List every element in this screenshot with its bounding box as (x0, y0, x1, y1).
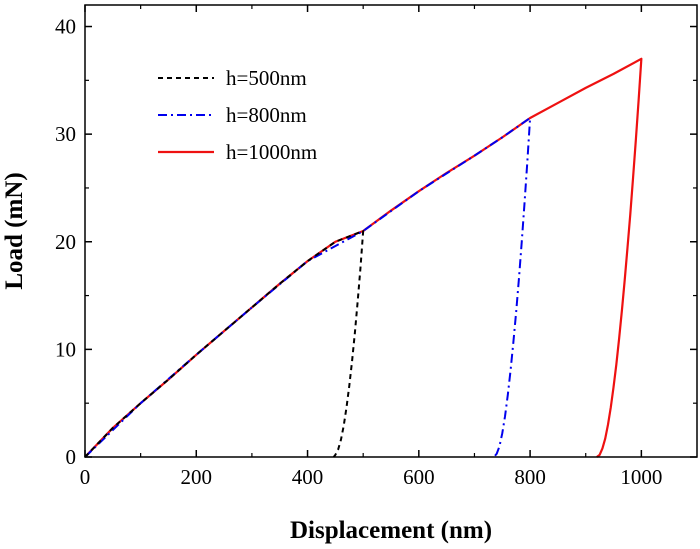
legend-label-h=1000nm: h=1000nm (226, 140, 317, 164)
x-tick-label-400: 400 (292, 465, 324, 489)
y-tick-label-0: 0 (66, 445, 77, 469)
x-tick-label-200: 200 (181, 465, 213, 489)
x-tick-label-0: 0 (80, 465, 91, 489)
x-tick-label-800: 800 (514, 465, 546, 489)
x-tick-label-600: 600 (403, 465, 435, 489)
series-line-h=500nm (84, 230, 365, 458)
y-axis-title: Load (mN) (1, 172, 28, 289)
legend: h=500nm h=800nm h=1000nm (158, 66, 317, 164)
x-axis-title: Displacement (nm) (290, 517, 492, 544)
axes-layer: 0 200 400 600 800 1000 0 10 20 30 40 (55, 5, 697, 489)
y-tick-label-30: 30 (55, 122, 76, 146)
plot-frame (84, 4, 698, 458)
series-layer (84, 57, 643, 458)
x-tick-label-1000: 1000 (620, 465, 662, 489)
y-tick-label-40: 40 (55, 15, 76, 39)
y-tick-label-10: 10 (55, 337, 76, 361)
legend-label-h=800nm: h=800nm (226, 103, 307, 127)
y-tick-label-20: 20 (55, 230, 76, 254)
legend-label-h=500nm: h=500nm (226, 66, 307, 90)
series-line-h=1000nm (84, 57, 643, 458)
